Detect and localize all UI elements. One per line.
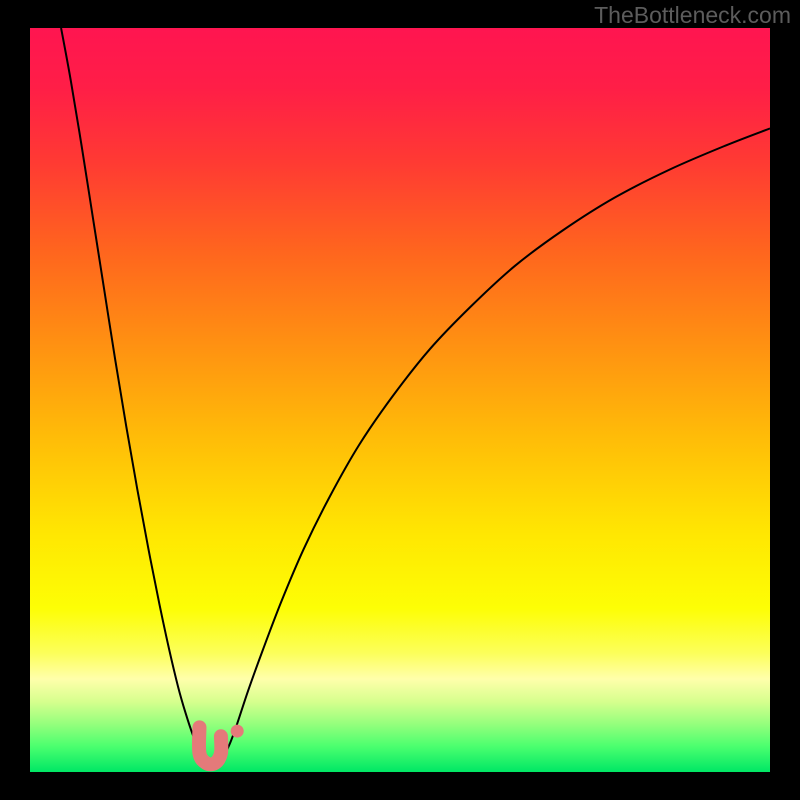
marker-dot: [231, 725, 244, 738]
watermark-text: TheBottleneck.com: [594, 2, 791, 29]
curve-layer: [30, 28, 770, 772]
curve-left: [61, 28, 203, 756]
plot-area: [30, 28, 770, 772]
curve-right: [224, 128, 770, 755]
marker-lozenge: [199, 727, 221, 764]
